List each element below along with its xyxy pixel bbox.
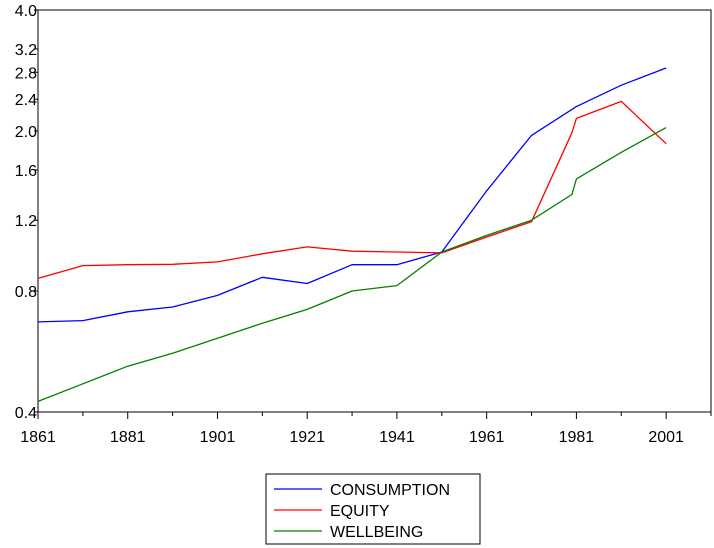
y-tick-label: 2.8	[15, 65, 37, 82]
y-tick-label: 3.2	[15, 42, 37, 59]
series-line-wellbeing	[37, 127, 667, 403]
axes: 1861 1881 1901 1921 1941 1961 1981 2001 0.4 0.8 1.…	[15, 3, 712, 446]
x-tick-label: 1941	[379, 429, 415, 446]
y-tick-label: 1.6	[15, 163, 37, 180]
y-tick-label: 0.4	[15, 405, 37, 422]
x-tick-label: 1921	[289, 429, 325, 446]
y-tick-label: 0.8	[15, 284, 37, 301]
plot-frame	[37, 9, 712, 413]
legend-label-equity: EQUITY	[330, 503, 390, 520]
x-tick-label: 1961	[469, 429, 505, 446]
x-tick-label: 1861	[20, 429, 56, 446]
x-tick-label: 2001	[648, 429, 684, 446]
y-tick-label: 2.0	[15, 124, 37, 141]
y-tick-label: 2.4	[15, 92, 37, 109]
legend-label-consumption: CONSUMPTION	[330, 482, 450, 499]
legend-box	[265, 473, 481, 545]
series-line-consumption	[37, 67, 667, 323]
x-tick-label: 1981	[559, 429, 595, 446]
series-layer	[37, 67, 667, 403]
y-tick-label: 1.2	[15, 213, 37, 230]
series-line-equity	[37, 100, 667, 280]
legend-label-wellbeing: WELLBEING	[330, 524, 423, 541]
x-tick-label: 1901	[200, 429, 236, 446]
legend: CONSUMPTION EQUITY WELLBEING	[265, 473, 481, 545]
x-tick-label: 1881	[110, 429, 146, 446]
y-tick-label: 4.0	[15, 3, 37, 20]
